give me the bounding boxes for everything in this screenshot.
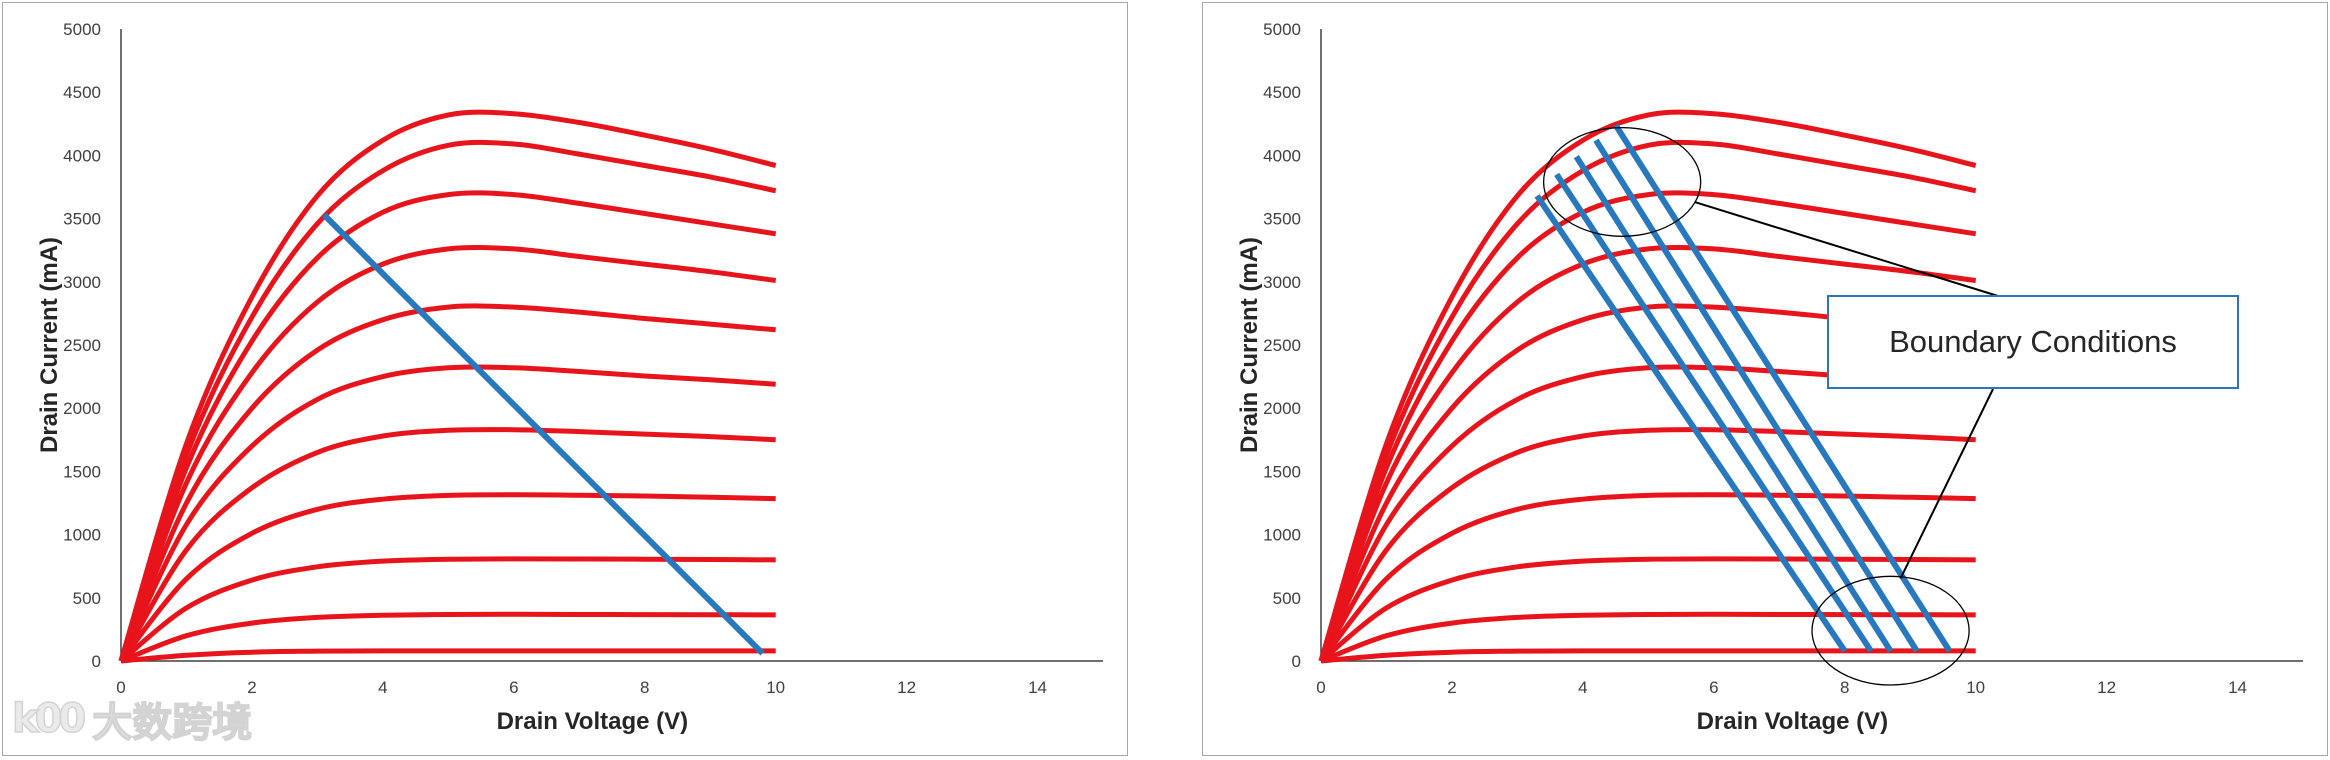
x-tick-label: 6 — [509, 678, 518, 697]
x-tick-label: 4 — [1578, 678, 1587, 697]
x-tick-label: 0 — [1316, 678, 1325, 697]
curve-series — [118, 364, 776, 663]
curve-series — [118, 303, 776, 662]
y-tick-label: 3000 — [1263, 273, 1301, 292]
x-tick-label: 12 — [897, 678, 916, 697]
y-axis-title: Drain Current (mA) — [36, 237, 63, 453]
curve-series — [1319, 556, 1976, 663]
load-line — [1534, 194, 1848, 653]
watermark-logo: k00 — [11, 695, 87, 743]
curve-series — [118, 244, 777, 662]
curve-series — [118, 190, 777, 662]
callout-connector — [1899, 388, 1994, 579]
x-tick-label: 10 — [766, 678, 785, 697]
y-tick-label: 4500 — [1263, 83, 1301, 102]
chart-panel-right: 0 500 1000 1500 2000 2500 3000 3500 4000 4500 5000… — [1202, 2, 2328, 756]
y-tick-label: 500 — [1273, 589, 1301, 608]
curve-series — [1319, 492, 1976, 663]
x-axis-title: Drain Voltage (V) — [497, 708, 689, 735]
boundary-ellipse — [1542, 126, 1702, 237]
curve-series — [1318, 427, 1976, 663]
x-tick-label: 10 — [1966, 678, 1985, 697]
x-tick-label: 2 — [247, 678, 256, 697]
y-tick-label: 4000 — [1263, 146, 1301, 165]
y-tick-label: 2500 — [1263, 336, 1301, 355]
x-axis-title: Drain Voltage (V) — [1697, 708, 1889, 735]
boundary-ellipse — [1811, 575, 1970, 686]
x-tick-label: 8 — [640, 678, 649, 697]
watermark: k00 大数跨境 — [11, 690, 254, 748]
curve-series — [1318, 190, 1977, 662]
y-tick-label: 4500 — [63, 83, 101, 102]
y-tick-label: 1500 — [63, 462, 101, 481]
y-tick-label: 2000 — [63, 399, 101, 418]
curve-series — [120, 611, 776, 664]
callout-box: Boundary Conditions — [1827, 295, 2239, 389]
load-line — [1573, 155, 1894, 653]
x-tick-label: 2 — [1447, 678, 1456, 697]
y-tick-label: 2000 — [1263, 399, 1301, 418]
curve-series — [120, 648, 776, 664]
y-tick-label: 5000 — [1263, 20, 1301, 39]
y-tick-label: 4000 — [63, 146, 101, 165]
callout-text: Boundary Conditions — [1889, 324, 2177, 359]
y-tick-label: 2500 — [63, 336, 101, 355]
x-tick-label: 0 — [116, 678, 125, 697]
x-tick-label: 6 — [1709, 678, 1718, 697]
y-tick-label: 500 — [73, 589, 101, 608]
x-tick-label: 4 — [378, 678, 387, 697]
x-tick-label: 12 — [2097, 678, 2116, 697]
curve-series — [118, 427, 776, 663]
load-line — [1593, 138, 1920, 653]
x-tick-label: 14 — [2228, 678, 2247, 697]
y-tick-label: 0 — [92, 652, 101, 671]
y-tick-label: 1500 — [1263, 462, 1301, 481]
y-tick-label: 3500 — [63, 210, 101, 229]
chart-svg-right: 0 500 1000 1500 2000 2500 3000 3500 4000 4500 5000… — [1236, 20, 2303, 735]
curve-series — [119, 556, 776, 663]
y-tick-label: 0 — [1292, 652, 1301, 671]
y-axis-title: Drain Current (mA) — [1236, 237, 1263, 453]
load-line — [321, 212, 765, 656]
y-tick-label: 5000 — [63, 20, 101, 39]
y-tick-label: 1000 — [1263, 526, 1301, 545]
curve-series — [118, 109, 777, 662]
curve-series — [1318, 244, 1977, 662]
curve-series — [1320, 648, 1976, 664]
y-tick-label: 3000 — [63, 273, 101, 292]
chart-svg-left: 0 500 1000 1500 2000 2500 3000 3500 4000 4500 5000… — [36, 20, 1103, 735]
y-tick-label: 3500 — [1263, 210, 1301, 229]
x-tick-label: 14 — [1028, 678, 1047, 697]
y-tick-label: 1000 — [63, 526, 101, 545]
curve-series — [119, 492, 776, 663]
chart-panel-left: 0 500 1000 1500 2000 2500 3000 3500 4000 4500 5000… — [2, 2, 1128, 756]
load-line — [1554, 172, 1874, 653]
x-tick-label: 8 — [1840, 678, 1849, 697]
load-line — [1613, 123, 1953, 653]
watermark-text: 大数跨境 — [92, 699, 254, 747]
callout-connector — [1694, 200, 1999, 297]
curve-series — [118, 139, 777, 662]
